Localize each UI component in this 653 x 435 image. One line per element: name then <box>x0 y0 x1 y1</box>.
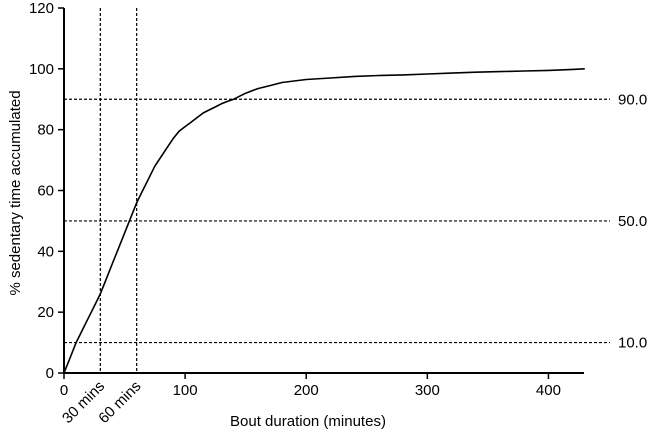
h-ref-label-2: 10.0 <box>618 335 647 352</box>
series-line-0 <box>63 68 585 374</box>
x-tick-label-4: 400 <box>536 382 561 399</box>
h-ref-label-1: 50.0 <box>618 213 647 230</box>
ticks: 0 20 40 60 80 100 120 0 100 200 300 400 <box>29 0 561 399</box>
x-tick-label-2: 200 <box>294 382 319 399</box>
y-tick-label-4: 80 <box>37 122 54 139</box>
x-tick-label-3: 300 <box>415 382 440 399</box>
y-tick-label-0: 0 <box>46 365 54 382</box>
y-axis-label: % sedentary time accumulated <box>7 90 24 295</box>
series <box>63 68 585 374</box>
y-tick-label-2: 40 <box>37 243 54 260</box>
y-tick-label-6: 120 <box>29 0 54 17</box>
y-tick-label-1: 20 <box>37 304 54 321</box>
y-tick-label-3: 60 <box>37 183 54 200</box>
y-tick-label-5: 100 <box>29 61 54 78</box>
h-ref-label-0: 90.0 <box>618 91 647 108</box>
x-axis-label: Bout duration (minutes) <box>230 413 386 430</box>
x-tick-label-1: 100 <box>173 382 198 399</box>
x-tick-label-0: 0 <box>60 382 68 399</box>
